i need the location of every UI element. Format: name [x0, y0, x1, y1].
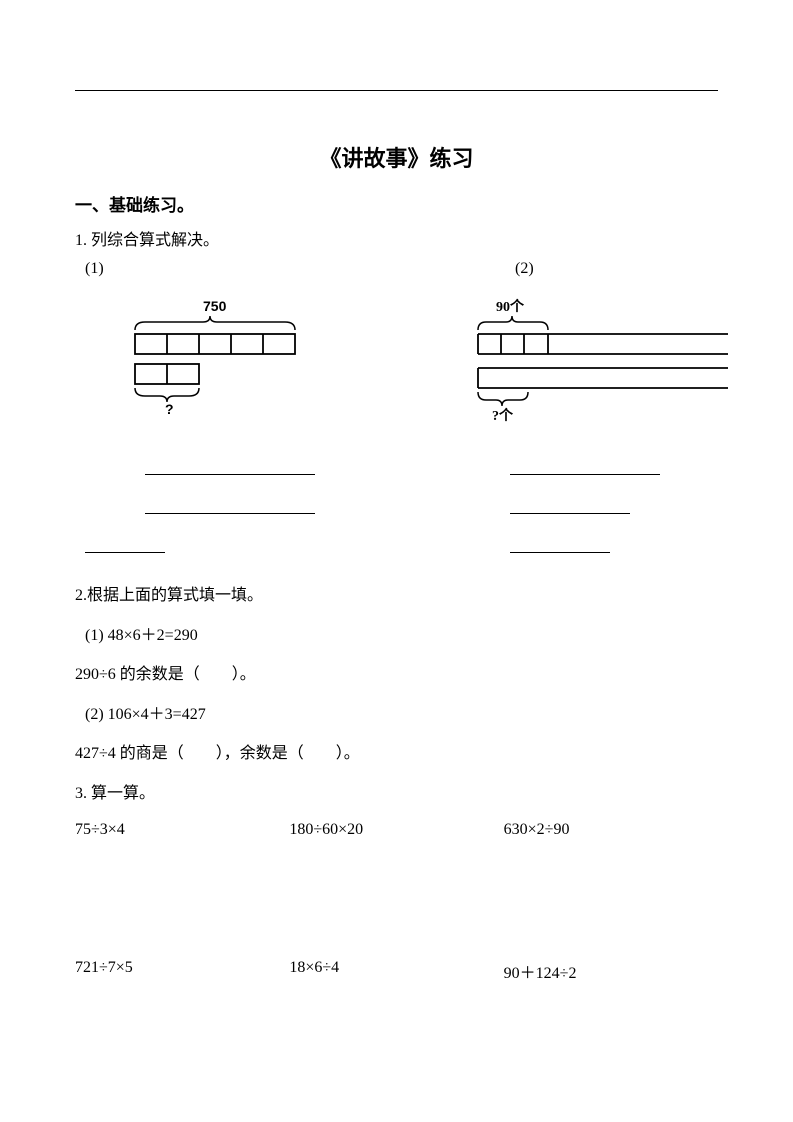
q2-sub1-eq: (1) 48×6＋2=290 — [85, 623, 718, 649]
q2-block: 2.根据上面的算式填一填。 (1) 48×6＋2=290 290÷6 的余数是（… — [75, 583, 718, 767]
q3-row2: 721÷7×5 18×6÷4 90＋124÷2 — [75, 959, 718, 983]
answer-line — [85, 519, 165, 553]
diagram-1: 750 ? — [125, 296, 433, 431]
calc-cell: 75÷3×4 — [75, 821, 289, 839]
diagram1-top-label: 750 — [203, 298, 227, 314]
q3-heading: 3. 算一算。 — [75, 781, 718, 807]
diagram2-bottom-label: ?个 — [492, 407, 514, 424]
page-title: 《讲故事》练习 — [75, 141, 718, 173]
diagram-2: 90个 ?个 — [468, 296, 718, 431]
calc-cell: 90＋124÷2 — [504, 959, 718, 983]
answer-col-2 — [510, 441, 710, 558]
q3-block: 3. 算一算。 75÷3×4 180÷60×20 630×2÷90 721÷7×… — [75, 781, 718, 983]
answer-line — [510, 480, 630, 514]
q1-heading: 1. 列综合算式解决。 — [75, 226, 718, 250]
answer-line — [510, 441, 660, 475]
calc-cell: 630×2÷90 — [504, 821, 718, 839]
q3-row1: 75÷3×4 180÷60×20 630×2÷90 — [75, 821, 718, 839]
q2-sub2-eq: (2) 106×4＋3=427 — [85, 702, 718, 728]
q1-sub2-label: (2) — [515, 260, 534, 278]
answer-line — [510, 519, 610, 553]
q1-sub1-label: (1) — [85, 260, 515, 278]
calc-cell: 18×6÷4 — [289, 959, 503, 983]
answer-line — [145, 441, 315, 475]
answer-line — [145, 480, 315, 514]
diagram2-top-label: 90个 — [496, 298, 525, 315]
q2-heading: 2.根据上面的算式填一填。 — [75, 583, 718, 609]
top-horizontal-rule — [75, 90, 718, 91]
q1-labels-row: (1) (2) — [75, 260, 718, 278]
q2-sub1-text: 290÷6 的余数是（ ）。 — [75, 662, 718, 688]
answer-col-1 — [145, 441, 515, 558]
q2-sub2-text: 427÷4 的商是（ ），余数是（ ）。 — [75, 741, 718, 767]
diagram1-bottom-label: ? — [165, 401, 174, 416]
diagrams-row: 750 ? 90个 — [75, 296, 718, 431]
section-1-heading: 一、基础练习。 — [75, 191, 718, 216]
answer-lines-row — [75, 441, 718, 558]
calc-cell: 180÷60×20 — [289, 821, 503, 839]
calc-cell: 721÷7×5 — [75, 959, 289, 983]
